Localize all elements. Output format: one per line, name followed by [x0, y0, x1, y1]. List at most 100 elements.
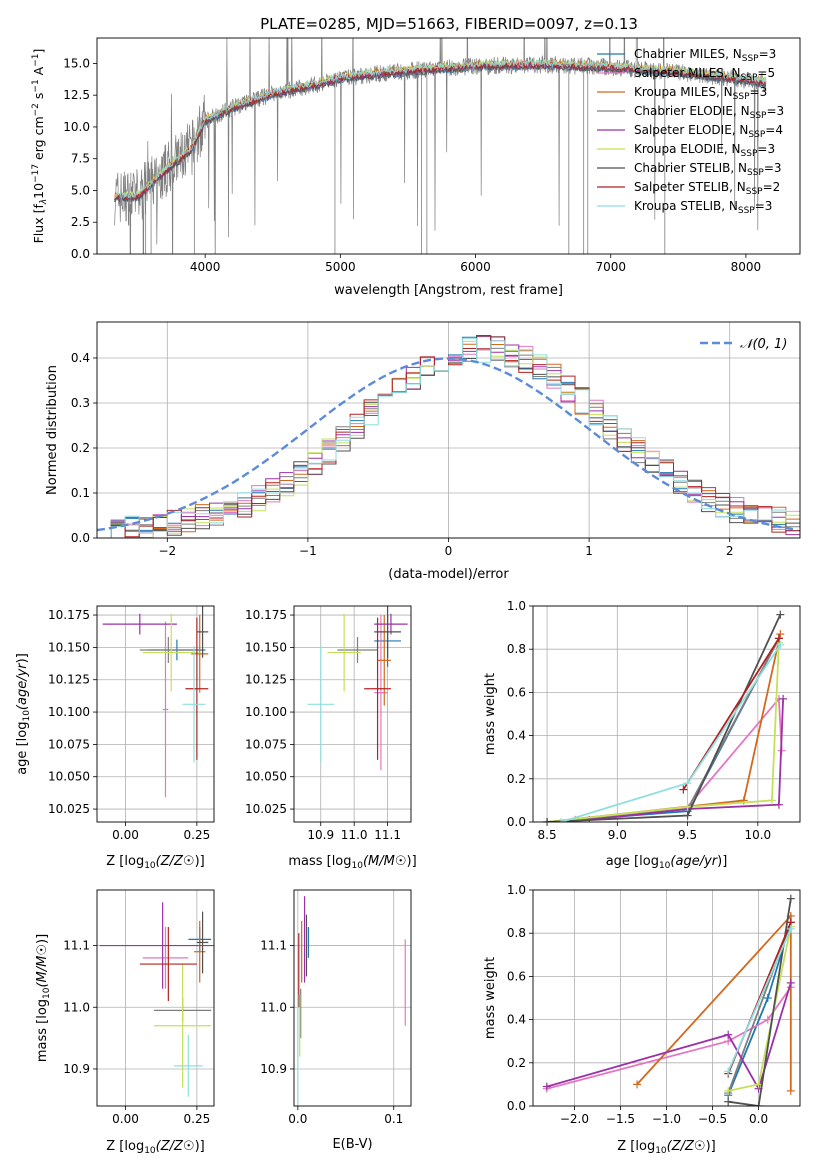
age_vs_mass-xtick-label: 10.9: [307, 828, 334, 842]
mass_weight_vs_age-plot-area: [543, 610, 788, 822]
age_vs_mass-errorbar-point: [374, 615, 388, 771]
mass_vs_EBV-plot-area: [297, 896, 406, 1106]
spectrum-ytick-label: 12.5: [63, 88, 90, 102]
age_vs_Z-xtick-label: 0.00: [112, 828, 139, 842]
mass_weight_vs_Z-marker: [724, 1086, 733, 1095]
residuals-xtick-label: −1: [299, 544, 317, 558]
model-spectrum-line: [114, 58, 767, 200]
spectrum-axes-frame: [96, 37, 801, 255]
mass_weight_vs_Z-marker: [763, 994, 772, 1002]
mass_weight_vs_age-marker: [776, 630, 785, 639]
mass_weight_vs_age-xtick-label: 9.5: [678, 828, 697, 842]
mass-vs-EBV-xlabel: E(B-V): [332, 1137, 372, 1152]
legend-entry-label: Chabrier MILES, NSSP=3: [634, 47, 776, 64]
age_vs_Z-errorbar-point: [162, 621, 169, 798]
spectrum-panel: 4000 5000 6000 7000 8000 0.0 2.5 5.0 7.5 10.0 12.5…: [31, 37, 801, 298]
legend-entry-label: Chabrier STELIB, NSSP=3: [634, 161, 782, 178]
mass_vs_Z-errorbar-point: [174, 1035, 203, 1097]
age_vs_mass-ytick-label: 10.050: [245, 770, 287, 784]
mass_vs_Z-xtick-label: 0.25: [184, 1112, 211, 1126]
age_vs_mass-errorbar-point: [364, 617, 391, 760]
mass_vs_Z-errorbar-point: [154, 964, 212, 1088]
mass_weight_vs_age-series-line: [547, 633, 782, 822]
mass_vs_EBV-ytick-label: 11.0: [260, 1000, 287, 1014]
mass_vs_EBV-xtick-label: 0.0: [288, 1112, 307, 1126]
mass_weight_vs_Z-panel: −2.0 −1.5 −1.0 −0.5 0.0 0.0 0.2 0.4 0.6 0.8 1.0 mas…: [483, 883, 801, 1156]
mass_weight_vs_Z-series-line: [636, 913, 792, 1091]
mass_vs_Z-errorbar-point: [139, 927, 197, 1002]
age_vs_mass-ytick-label: 10.125: [245, 673, 287, 687]
mass_weight_vs_Z-axes-frame: [532, 889, 801, 1107]
mass_weight_vs_age-marker: [557, 818, 566, 822]
mass_vs_EBV-axes-frame: [293, 889, 412, 1107]
age-vs-Z-ylabel: age [log10(age/yr)]: [15, 653, 32, 775]
residuals-xtick-label: −2: [158, 544, 176, 558]
age_vs_mass-errorbar-point: [374, 613, 408, 635]
mass_weight_vs_Z-marker: [786, 1086, 795, 1095]
legend-entry-label: Kroupa ELODIE, NSSP=3: [634, 142, 775, 159]
normal-legend-label: 𝒩(0, 1): [740, 337, 787, 352]
mass_vs_Z-panel: 0.00 0.25 10.9 11.0 11.1 Z [log10(Z/Z☉)] mass …: [35, 889, 215, 1156]
mass_weight_vs_Z-marker: [724, 1097, 733, 1106]
mass_vs_Z-errorbar-point: [194, 920, 206, 983]
residuals-axes-frame: [96, 321, 801, 539]
spectrum-xtick-label: 6000: [460, 260, 491, 274]
mass_weight_vs_age-xtick-label: 9.0: [608, 828, 627, 842]
mass_vs_Z-ytick-label: 10.9: [63, 1062, 90, 1076]
normal-curve: [97, 357, 798, 532]
mass_weight_vs_Z-series-line: [546, 982, 792, 1091]
mass_vs_Z-ytick-label: 11.1: [63, 939, 90, 953]
mass_weight_vs_Z-marker: [786, 924, 795, 933]
spectrum-ytick-label: 15.0: [63, 56, 90, 70]
mass_vs_Z-errorbar-point: [142, 927, 189, 989]
mass_weight_vs_age-ytick-label: 1.0: [507, 599, 526, 613]
age_vs_mass-plot-area: [307, 606, 408, 771]
mass_vs_EBV-xtick-label: 0.1: [384, 1112, 403, 1126]
age_vs_Z-ytick-label: 10.175: [48, 608, 90, 622]
mass_weight_vs_age-marker: [683, 779, 692, 788]
mass_weight_vs_Z-marker: [786, 894, 795, 903]
mass_weight_vs_Z-plot-area: [542, 894, 795, 1106]
mass_weight_vs_age-ylabel: mass weight: [483, 673, 498, 755]
mass_vs_Z-errorbar-point: [99, 902, 214, 989]
spectrum-xtick-label: 5000: [325, 260, 356, 274]
mass_weight_vs_age-ytick-label: 0.6: [507, 685, 526, 699]
spectrum-xtick-label: 7000: [595, 260, 626, 274]
mass_weight_vs_Z-marker: [724, 1067, 733, 1076]
mass_vs_EBV-panel: 0.0 0.1 10.9 11.0 11.1 E(B-V): [260, 889, 412, 1152]
mass_weight_vs_Z-xtick-label: −1.5: [606, 1112, 635, 1126]
mass_weight_vs_age-series-line: [589, 698, 784, 821]
mass_weight_vs_Z-ytick-label: 0.4: [507, 1013, 526, 1027]
age_vs_mass-ytick-label: 10.150: [245, 640, 287, 654]
legend-entry-label: Kroupa STELIB, NSSP=3: [634, 199, 772, 216]
spectrum-ytick-label: 5.0: [71, 183, 90, 197]
mass_weight_vs_Z-marker: [724, 1030, 733, 1039]
legend-entry-label: Kroupa MILES, NSSP=3: [634, 85, 767, 102]
mass_weight_vs_age-ytick-label: 0.8: [507, 642, 526, 656]
mass_weight_vs_age-panel: 8.5 9.0 9.5 10.0 0.0 0.2 0.4 0.6 0.8 1.0 mass weig…: [483, 599, 801, 871]
age_vs_mass-errorbar-point: [337, 637, 378, 663]
mass_weight_vs_age-series-line: [560, 644, 782, 822]
residuals-ytick-label: 0.2: [71, 441, 90, 455]
spectrum-ytick-label: 0.0: [71, 247, 90, 261]
age_vs_mass-errorbar-point: [307, 646, 335, 763]
mass_weight_vs_Z-xtick-label: −2.0: [560, 1112, 589, 1126]
mass_weight_vs_age-xtick-label: 10.0: [744, 828, 771, 842]
mass_weight_vs_age-marker: [776, 610, 785, 619]
age-vs-Z-xlabel: Z [log10(Z/Z☉)]: [106, 854, 204, 871]
age_vs_mass-ytick-label: 10.025: [245, 802, 287, 816]
spectrum-plot-area: [114, 38, 767, 254]
residuals-xtick-label: 0: [445, 544, 453, 558]
age_vs_Z-plot-area: [102, 606, 209, 798]
mass_weight_vs_age-marker: [543, 818, 552, 822]
mass_weight_vs_age-ytick-label: 0.4: [507, 729, 526, 743]
mass_vs_Z-plot-area: [99, 902, 214, 1097]
mass_weight_vs_age-marker: [776, 640, 785, 649]
age_vs_Z-ytick-label: 10.150: [48, 640, 90, 654]
model-spectrum-line: [114, 60, 767, 201]
residuals-ylabel: Normed distribution: [45, 365, 60, 495]
age_vs_Z-xtick-label: 0.25: [184, 828, 211, 842]
age_vs_mass-axes-frame: [293, 605, 412, 823]
mass_weight_vs_age-marker: [774, 634, 783, 643]
